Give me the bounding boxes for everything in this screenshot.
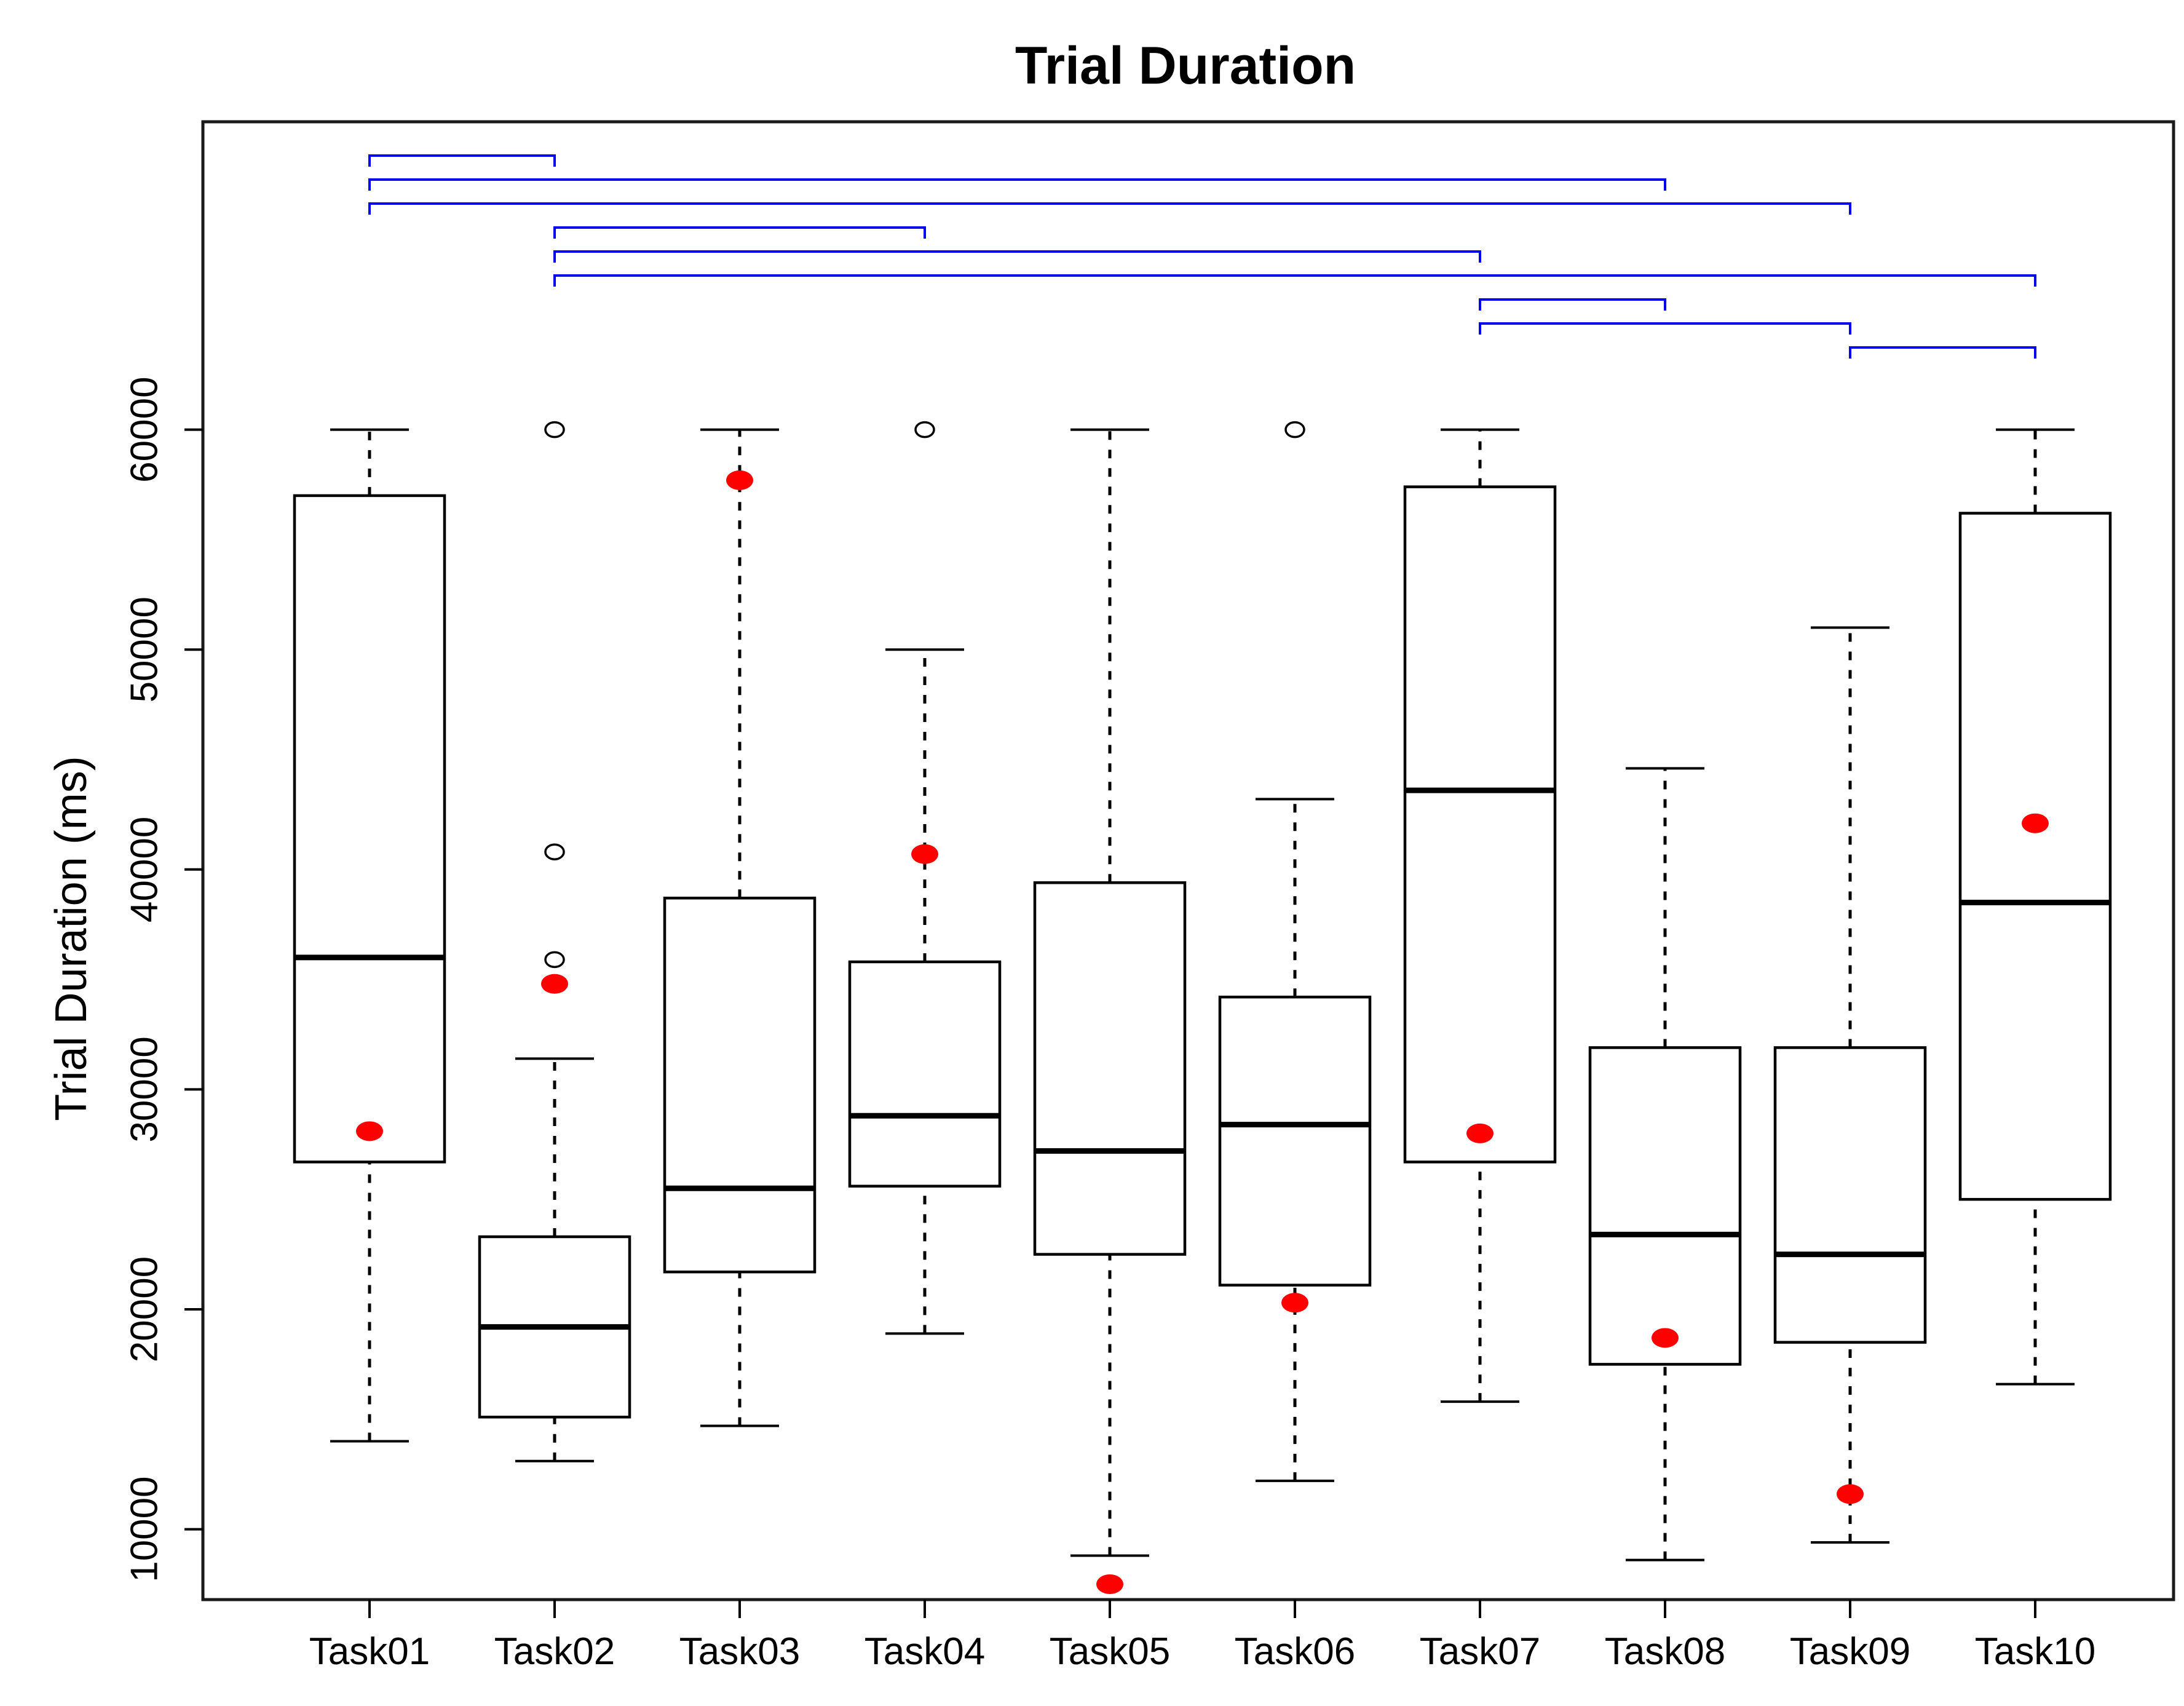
boxplot-task07 <box>1403 428 1557 1403</box>
x-axis-tick-label-task09: Task09 <box>1790 1630 1910 1673</box>
mean-dot <box>1466 1123 1494 1143</box>
significance-bracket-task01-task09 <box>368 202 1851 215</box>
mean-dot <box>726 470 753 490</box>
iqr-box <box>663 897 817 1274</box>
significance-bracket-task01-task02 <box>368 154 556 167</box>
x-axis-tick-label-task05: Task05 <box>1050 1630 1170 1673</box>
boxplot-task02 <box>478 421 631 1462</box>
significance-bracket-task02-task04 <box>553 226 926 239</box>
y-axis-tick-label: 30000 <box>124 1036 166 1142</box>
iqr-box <box>848 960 1002 1188</box>
iqr-box <box>293 494 446 1164</box>
outlier-point <box>1284 421 1305 438</box>
significance-bracket-task02-task07 <box>553 250 1481 263</box>
mean-dot <box>356 1121 383 1141</box>
boxplot-task04 <box>848 421 1002 1335</box>
mean-dot <box>911 844 938 864</box>
mean-dot <box>1281 1293 1308 1313</box>
mean-dot <box>1837 1484 1864 1504</box>
y-axis-tick-label: 20000 <box>124 1256 166 1362</box>
x-axis-tick-label-task03: Task03 <box>679 1630 800 1673</box>
mean-dot <box>1096 1574 1123 1594</box>
boxplot-task06 <box>1218 421 1372 1482</box>
significance-bracket-task02-task10 <box>553 274 2036 287</box>
boxplot-task08 <box>1588 767 1742 1561</box>
iqr-box <box>1588 1046 1742 1366</box>
boxplot-task03 <box>663 428 817 1427</box>
iqr-box <box>1033 881 1187 1256</box>
x-axis-tick-label-task08: Task08 <box>1605 1630 1725 1673</box>
y-axis-label: Trial Duration (ms) <box>47 756 96 1121</box>
y-axis-tick-label: 10000 <box>124 1476 166 1582</box>
y-axis-tick-label: 40000 <box>124 817 166 922</box>
chart-title: Trial Duration <box>1015 36 1356 95</box>
significance-bracket-task09-task10 <box>1849 346 2036 359</box>
trial-duration-boxplot-chart: Trial Duration Trial Duration (ms) 10000… <box>47 36 2175 1673</box>
mean-dot <box>541 974 568 994</box>
x-axis-tick-label-task02: Task02 <box>494 1630 615 1673</box>
y-axis-tick-label: 60000 <box>124 376 166 482</box>
significance-bracket-task07-task09 <box>1479 322 1851 335</box>
outlier-point <box>544 951 565 969</box>
boxplot-task01 <box>293 428 446 1443</box>
boxplot-task09 <box>1773 626 1927 1544</box>
x-axis-tick-label-task10: Task10 <box>1975 1630 2095 1673</box>
outlier-point <box>914 421 935 438</box>
y-axis-tick-label: 50000 <box>124 597 166 702</box>
x-axis-tick-label-task04: Task04 <box>865 1630 985 1673</box>
boxplot-task10 <box>1958 428 2112 1386</box>
iqr-box <box>1403 485 1557 1164</box>
trial-duration-figure: Trial Duration Trial Duration (ms) 10000… <box>25 10 2184 1696</box>
mean-dot <box>2022 813 2049 833</box>
outlier-point <box>544 421 565 438</box>
iqr-box <box>1958 512 2112 1201</box>
significance-bracket-task01-task08 <box>368 178 1666 191</box>
iqr-box <box>1773 1046 1927 1344</box>
mean-dot <box>1652 1328 1679 1348</box>
iqr-box <box>1218 995 1372 1287</box>
boxplot-task05 <box>1033 428 1187 1594</box>
plot-border <box>201 120 2175 1601</box>
x-axis-tick-label-task01: Task01 <box>309 1630 430 1673</box>
outlier-point <box>544 843 565 860</box>
x-axis-tick-label-task06: Task06 <box>1235 1630 1355 1673</box>
plot-area: 10000 20000 30000 40000 50000 60000 Task01 Task… <box>124 120 2175 1673</box>
significance-bracket-task07-task08 <box>1479 298 1666 311</box>
x-axis-tick-label-task07: Task07 <box>1420 1630 1540 1673</box>
